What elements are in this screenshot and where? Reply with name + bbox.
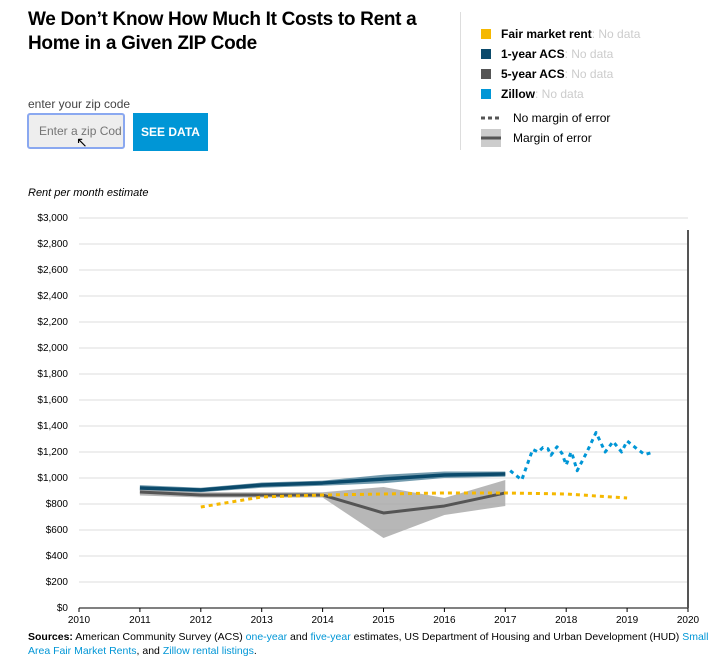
legend-status: : No data	[591, 27, 641, 41]
dotted-line-icon	[481, 116, 501, 120]
acs5-swatch	[481, 69, 491, 79]
x-tick-label: 2014	[311, 615, 334, 626]
y-axis-title: Rent per month estimate	[28, 187, 149, 199]
y-tick-label: $1,400	[37, 421, 68, 432]
legend-label: 5-year ACS	[501, 67, 565, 81]
sources-note: Sources: American Community Survey (ACS)…	[28, 630, 718, 658]
legend: Fair market rent: No data 1-year ACS: No…	[481, 24, 640, 148]
legend-margin: Margin of error	[481, 128, 640, 148]
x-tick-label: 2016	[433, 615, 456, 626]
x-tick-label: 2012	[190, 615, 213, 626]
see-data-button[interactable]: SEE DATA	[133, 113, 208, 151]
legend-label: No margin of error	[513, 111, 611, 125]
mouse-cursor-icon: ↖	[76, 134, 88, 150]
x-tick-label: 2020	[677, 615, 700, 626]
y-tick-label: $200	[46, 577, 69, 588]
zip-label: enter your zip code	[28, 97, 131, 111]
sources-text: , and	[136, 645, 163, 657]
legend-label: Zillow	[501, 87, 535, 101]
sources-text: estimates, US Department of Housing and …	[350, 631, 683, 643]
five-year-link[interactable]: five-year	[310, 631, 351, 643]
divider	[460, 12, 461, 150]
zillow-swatch	[481, 89, 491, 99]
y-tick-label: $2,800	[37, 239, 68, 250]
x-tick-label: 2015	[372, 615, 395, 626]
legend-label: Fair market rent	[501, 27, 592, 41]
y-tick-label: $2,400	[37, 291, 68, 302]
chart: $0 $200 $400 $600 $800 $1,000 $1,200 $1,400 $1,6…	[37, 213, 700, 626]
sources-text: and	[287, 631, 311, 643]
zillow-line	[509, 431, 652, 482]
sources-label: Sources:	[28, 631, 73, 643]
one-year-link[interactable]: one-year	[245, 631, 288, 643]
y-tick-label: $1,000	[37, 473, 68, 484]
sources-text: American Community Survey (ACS)	[72, 631, 246, 643]
y-tick-label: $600	[46, 525, 69, 536]
y-tick-label: $0	[57, 603, 69, 614]
y-tick-label: $3,000	[37, 213, 68, 224]
legend-item-acs5: 5-year ACS: No data	[481, 64, 640, 84]
x-tick-label: 2010	[68, 615, 91, 626]
x-tick-label: 2013	[251, 615, 274, 626]
y-tick-label: $2,600	[37, 265, 68, 276]
band-icon	[481, 129, 501, 147]
y-tick-label: $2,200	[37, 317, 68, 328]
sources-text: .	[253, 645, 257, 657]
page-title: We Don’t Know How Much It Costs to Rent …	[28, 9, 417, 54]
x-tick-label: 2011	[129, 615, 151, 626]
legend-item-zillow: Zillow: No data	[481, 84, 640, 104]
zip-input[interactable]	[27, 113, 125, 149]
legend-status: : No data	[535, 87, 584, 101]
y-tick-label: $1,600	[37, 395, 68, 406]
y-tick-label: $2,000	[37, 343, 68, 354]
y-tick-label: $1,800	[37, 369, 68, 380]
y-tick-label: $400	[46, 551, 69, 562]
y-tick-label: $1,200	[37, 447, 68, 458]
acs1-swatch	[481, 49, 491, 59]
zillow-link[interactable]: Zillow rental listings	[162, 645, 254, 657]
legend-status: : No data	[564, 47, 614, 61]
legend-label: 1-year ACS	[501, 47, 565, 61]
legend-item-acs1: 1-year ACS: No data	[481, 44, 640, 64]
x-tick-label: 2019	[616, 615, 639, 626]
legend-no-margin: No margin of error	[481, 108, 640, 128]
x-tick-label: 2018	[555, 615, 578, 626]
1-year-acs-line	[139, 472, 506, 492]
legend-label: Margin of error	[513, 131, 592, 145]
fmr-swatch	[481, 29, 491, 39]
x-tick-label: 2017	[494, 615, 517, 626]
fmr-link[interactable]: Small Area Fair Market Rents	[28, 631, 709, 657]
y-tick-label: $800	[46, 499, 69, 510]
legend-item-fmr: Fair market rent: No data	[481, 24, 640, 44]
legend-status: : No data	[564, 67, 614, 81]
